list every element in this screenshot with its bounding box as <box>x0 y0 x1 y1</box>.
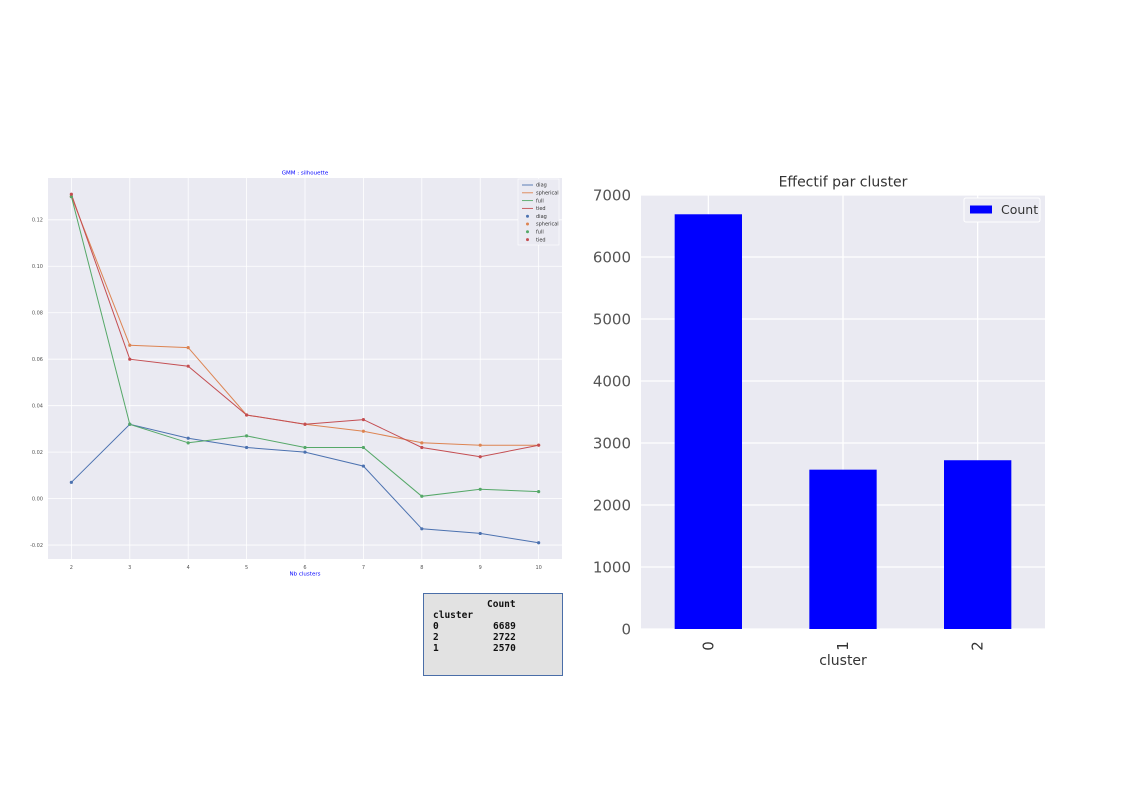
bar-chart-y-tick: 7000 <box>593 187 631 205</box>
line-chart-x-tick: 3 <box>128 565 131 571</box>
table-row-count: 6689 <box>493 621 516 632</box>
legend-label-spherical: spherical <box>536 191 559 197</box>
point-full <box>537 490 541 494</box>
point-full <box>186 441 190 445</box>
point-diag <box>244 445 249 450</box>
line-chart-x-tick: 10 <box>535 565 541 571</box>
point-full <box>303 445 307 450</box>
line-chart-y-tick: 0.00 <box>32 496 43 502</box>
point-spherical <box>186 345 190 350</box>
bar-chart-legend: Count <box>963 197 1041 223</box>
table-index-name: cluster <box>433 610 474 621</box>
point-tied <box>69 192 73 196</box>
point-full <box>244 434 249 438</box>
legend-marker-full <box>526 230 529 234</box>
point-tied <box>128 357 132 361</box>
table-row-count: 2722 <box>493 632 516 643</box>
point-tied <box>420 445 424 450</box>
point-diag <box>361 464 366 468</box>
line-chart-x-tick: 8 <box>420 565 423 571</box>
legend-label-spherical: spherical <box>536 222 559 228</box>
line-chart-x-tick: 7 <box>362 565 365 571</box>
line-chart-y-tick: 0.02 <box>32 450 43 456</box>
silhouette-line-chart: 0.12 0.10 0.08 0.06 0.04 0.02 0.00 -0.02 2 3 4 5 6 7… <box>30 171 562 578</box>
point-spherical <box>361 429 366 433</box>
line-chart-x-tick: 5 <box>245 565 248 571</box>
point-diag <box>69 480 73 484</box>
bar-cluster-1 <box>809 469 877 629</box>
bar-chart-y-tick: 3000 <box>593 435 631 453</box>
point-tied <box>186 364 190 368</box>
point-spherical <box>478 443 482 447</box>
point-diag <box>537 541 541 545</box>
legend-label-diag: diag <box>536 183 547 189</box>
legend-marker-diag <box>526 214 529 218</box>
table-row-count: 2570 <box>493 643 516 654</box>
line-chart-y-tick: 0.06 <box>32 357 43 363</box>
point-full <box>420 494 424 498</box>
bar-chart-y-tick: 5000 <box>593 311 631 329</box>
line-chart-x-tick: 9 <box>479 565 482 571</box>
point-full <box>361 445 366 450</box>
point-full <box>69 194 73 199</box>
bar-chart-x-tick: 2 <box>969 641 987 651</box>
legend-label-tied: tied <box>536 206 546 212</box>
point-full <box>478 487 482 491</box>
line-chart-y-tick: 0.12 <box>32 218 43 224</box>
point-tied <box>361 418 366 422</box>
bar-chart-xlabel: cluster <box>819 653 867 669</box>
legend-marker-tied <box>526 238 529 242</box>
line-chart-x-tick: 6 <box>303 565 306 571</box>
table-row-index: 1 <box>433 643 439 654</box>
legend-swatch-count <box>970 205 992 214</box>
line-chart-x-tick: 4 <box>187 565 190 571</box>
point-spherical <box>128 343 132 347</box>
point-tied <box>478 455 482 459</box>
line-chart-title: GMM : silhouette <box>282 171 329 177</box>
line-chart-y-tick: 0.08 <box>32 311 43 317</box>
table-row-index: 2 <box>433 632 439 643</box>
bar-chart-x-tick: 1 <box>834 641 852 651</box>
table-header-count: Count <box>487 599 516 610</box>
point-tied <box>303 422 307 426</box>
legend-label-full: full <box>536 230 544 236</box>
bar-chart-title: Effectif par cluster <box>779 175 908 191</box>
bar-chart-y-tick: 0 <box>621 621 631 639</box>
line-chart-y-tick: 0.10 <box>32 264 43 270</box>
line-chart-legend: diagsphericalfulltieddiagsphericalfullti… <box>517 178 560 246</box>
line-chart-y-tick: 0.04 <box>32 403 43 409</box>
bar-chart-y-tick: 1000 <box>593 559 631 577</box>
bar-chart-x-tick: 0 <box>699 641 717 651</box>
count-table: Count cluster 0 6689 2 2722 1 2570 <box>423 593 563 676</box>
point-diag <box>186 436 190 440</box>
bar-cluster-2 <box>944 460 1012 629</box>
bar-chart-y-tick: 4000 <box>593 373 631 391</box>
point-diag <box>303 450 307 454</box>
legend-label-tied: tied <box>536 237 546 243</box>
point-tied <box>537 443 541 447</box>
bar-chart-y-tick: 2000 <box>593 497 631 515</box>
point-spherical <box>420 441 424 445</box>
point-diag <box>478 531 482 536</box>
line-chart-y-tick: -0.02 <box>30 543 43 549</box>
legend-label-full: full <box>536 198 544 204</box>
legend-marker-spherical <box>526 222 529 226</box>
line-chart-x-tick: 2 <box>70 565 73 571</box>
bar-cluster-0 <box>674 214 742 630</box>
legend-label-diag: diag <box>536 214 547 220</box>
bar-chart-y-tick: 6000 <box>593 249 631 267</box>
cluster-bar-chart: 0 1000 2000 3000 4000 5000 6000 7000 0 1 2 Effect… <box>593 175 1045 669</box>
line-chart-xlabel: Nb clusters <box>290 572 321 578</box>
point-diag <box>420 527 424 531</box>
point-full <box>128 422 132 426</box>
point-tied <box>244 413 249 417</box>
table-row-index: 0 <box>433 621 439 632</box>
legend-label-count: Count <box>1001 202 1038 217</box>
